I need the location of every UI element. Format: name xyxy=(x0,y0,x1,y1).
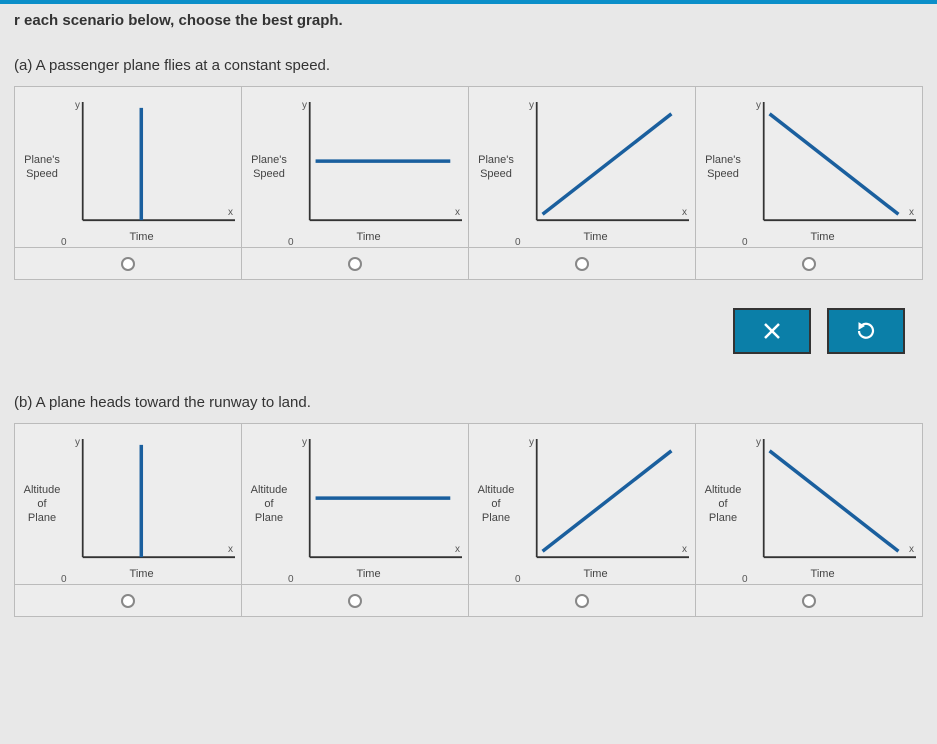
radio-row-b2 xyxy=(242,584,468,616)
radio-a2[interactable] xyxy=(348,257,362,271)
graph-cell-b1: AltitudeofPlane y x 0 Time xyxy=(15,424,242,616)
ylabel-b4: AltitudeofPlane xyxy=(696,483,752,526)
graph-cell-a4: Plane'sSpeed y x 0 Time xyxy=(696,87,922,279)
question-a: (a) A passenger plane flies at a constan… xyxy=(14,57,923,280)
radio-row-a4 xyxy=(696,247,922,279)
xlabel-b2: Time xyxy=(357,568,381,580)
graph-cell-b4: AltitudeofPlane y x 0 Time xyxy=(696,424,922,616)
graph-cell-b3: AltitudeofPlane y x 0 Time xyxy=(469,424,696,616)
question-b: (b) A plane heads toward the runway to l… xyxy=(14,394,923,617)
radio-row-b3 xyxy=(469,584,695,616)
ylabel-a4: Plane'sSpeed xyxy=(696,153,752,182)
radio-a3[interactable] xyxy=(575,257,589,271)
plot-a1: y x 0 xyxy=(71,102,235,232)
xlabel-a3: Time xyxy=(584,231,608,243)
ylabel-b1: AltitudeofPlane xyxy=(15,483,71,526)
plot-b2: y x 0 xyxy=(298,439,462,569)
reset-button[interactable] xyxy=(827,308,905,354)
graph-cell-a2: Plane'sSpeed y x 0 Time xyxy=(242,87,469,279)
action-row xyxy=(14,308,905,354)
ylabel-a1: Plane'sSpeed xyxy=(15,153,71,182)
plot-b3: y x 0 xyxy=(525,439,689,569)
ylabel-b2: AltitudeofPlane xyxy=(242,483,298,526)
radio-row-b1 xyxy=(15,584,241,616)
close-button[interactable] xyxy=(733,308,811,354)
plot-b1: y x 0 xyxy=(71,439,235,569)
ylabel-a3: Plane'sSpeed xyxy=(469,153,525,182)
graph-cell-b2: AltitudeofPlane y x 0 Time xyxy=(242,424,469,616)
content-area: r each scenario below, choose the best g… xyxy=(0,4,937,649)
radio-b1[interactable] xyxy=(121,594,135,608)
radio-a1[interactable] xyxy=(121,257,135,271)
xlabel-a4: Time xyxy=(811,231,835,243)
xlabel-b4: Time xyxy=(811,568,835,580)
radio-a4[interactable] xyxy=(802,257,816,271)
radio-row-a1 xyxy=(15,247,241,279)
radio-b3[interactable] xyxy=(575,594,589,608)
graph-cell-a3: Plane'sSpeed y x 0 Time xyxy=(469,87,696,279)
xlabel-b1: Time xyxy=(130,568,154,580)
radio-b2[interactable] xyxy=(348,594,362,608)
reset-icon xyxy=(855,320,877,342)
close-icon xyxy=(762,321,782,341)
radio-row-b4 xyxy=(696,584,922,616)
ylabel-b3: AltitudeofPlane xyxy=(469,483,525,526)
instruction-text: r each scenario below, choose the best g… xyxy=(14,12,923,29)
ylabel-a2: Plane'sSpeed xyxy=(242,153,298,182)
question-a-text: (a) A passenger plane flies at a constan… xyxy=(14,57,923,74)
question-b-graph-row: AltitudeofPlane y x 0 Time xyxy=(14,423,923,617)
question-b-text: (b) A plane heads toward the runway to l… xyxy=(14,394,923,411)
plot-b4: y x 0 xyxy=(752,439,916,569)
question-a-graph-row: Plane'sSpeed y x 0 Time xyxy=(14,86,923,280)
xlabel-b3: Time xyxy=(584,568,608,580)
graph-cell-a1: Plane'sSpeed y x 0 Time xyxy=(15,87,242,279)
radio-b4[interactable] xyxy=(802,594,816,608)
radio-row-a2 xyxy=(242,247,468,279)
xlabel-a1: Time xyxy=(130,231,154,243)
plot-a2: y x 0 xyxy=(298,102,462,232)
plot-a3: y x 0 xyxy=(525,102,689,232)
plot-a4: y x 0 xyxy=(752,102,916,232)
radio-row-a3 xyxy=(469,247,695,279)
xlabel-a2: Time xyxy=(357,231,381,243)
